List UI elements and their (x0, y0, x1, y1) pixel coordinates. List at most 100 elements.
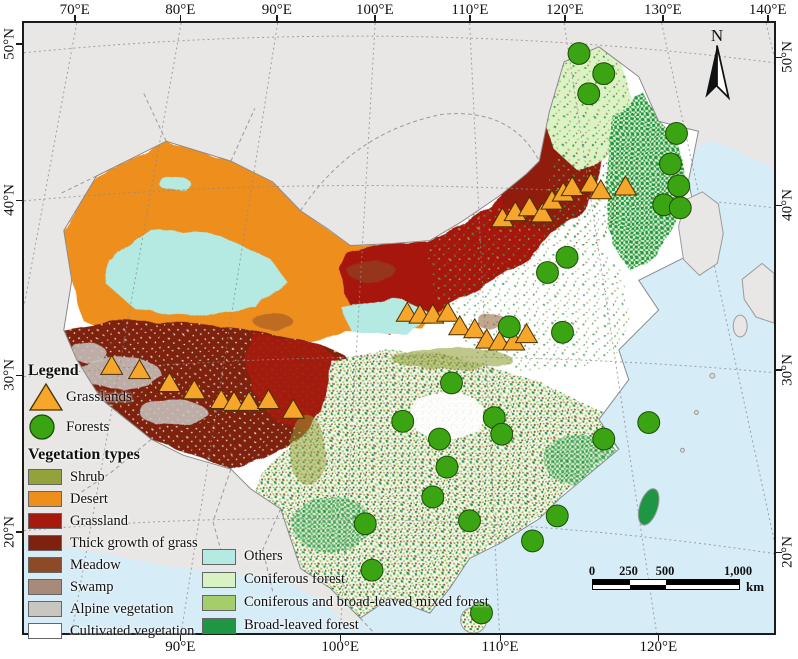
axis-label-right: 50°N (779, 41, 796, 74)
axis-tick (16, 43, 22, 45)
grassland-site-marker (157, 371, 182, 392)
forest-site-marker (668, 196, 692, 220)
vegetation-legend-label: Broad-leaved forest (244, 617, 359, 633)
circle-marker-icon (29, 414, 55, 440)
north-arrow: N (699, 26, 735, 102)
vegetation-legend-item: Coniferous and broad-leaved mixed forest (202, 591, 489, 614)
japan-island (741, 262, 774, 324)
scale-bar-segment (593, 580, 630, 585)
north-arrow-icon (705, 45, 731, 101)
basemap-svg (24, 23, 774, 633)
forest-site-marker (592, 427, 616, 451)
vegetation-legend-item: Others (202, 545, 489, 568)
axis-label-bottom: 90°E (165, 639, 196, 655)
vegetation-legend-item: Meadow (28, 554, 213, 576)
axis-tick (564, 15, 566, 21)
forest-legend-panel: Others Coniferous forest Coniferous and br… (202, 545, 489, 637)
vegetation-legend-item: Alpine vegetation (28, 598, 213, 620)
vegetation-legend-label: Desert (70, 490, 108, 507)
grassland-site-marker (281, 398, 306, 419)
vegetation-legend-item: Coniferous forest (202, 568, 489, 591)
vegetation-legend-label: Alpine vegetation (70, 600, 174, 617)
forest-site-marker (545, 504, 569, 528)
forest-site-marker (665, 121, 688, 145)
vegetation-color-swatch (202, 548, 236, 565)
scale-bar-segment (666, 580, 739, 585)
axis-label-right: 30°N (779, 353, 796, 386)
small-island (680, 447, 685, 453)
axis-tick (767, 15, 769, 21)
axis-tick (776, 204, 782, 207)
forest-site-marker (551, 320, 574, 344)
forest-site-marker (435, 455, 459, 479)
grassland-site-marker (588, 178, 613, 200)
axis-tick (776, 551, 782, 554)
taiwan-island (637, 488, 660, 526)
triangle-marker-icon (28, 382, 64, 411)
vegetation-color-swatch (28, 491, 62, 507)
north-arrow-label: N (710, 26, 724, 45)
forest-site-marker (497, 315, 521, 339)
scale-bar-segment (629, 584, 666, 589)
axis-label-bottom: 100°E (321, 639, 360, 655)
vegetation-legend-item: Grassland (28, 510, 213, 532)
scale-bar-tick-label: 250 (619, 564, 638, 578)
forest-site-marker (521, 529, 544, 553)
axis-tick (776, 369, 782, 371)
forest-site-marker (428, 427, 451, 451)
vegetation-types-title: Vegetation types (28, 446, 140, 463)
vegetation-legend-item: Broad-leaved forest (202, 614, 489, 637)
axis-label-right: 40°N (779, 189, 796, 222)
vegetation-legend-item: Swamp (28, 576, 213, 598)
small-island (709, 372, 716, 379)
scale-bar: 0 250 500 1,000 km (589, 564, 777, 594)
vegetation-legend-label: Meadow (70, 556, 121, 573)
vegetation-legend-label: Others (244, 548, 283, 564)
vegetation-legend-label: Swamp (70, 578, 114, 595)
grassland-site-marker (182, 378, 207, 400)
axis-tick (276, 15, 278, 21)
scale-bar-tick-label: 500 (655, 564, 675, 578)
kyushu-island (732, 314, 748, 338)
forest-site-marker (360, 558, 384, 582)
vegetation-legend-label: Coniferous forest (244, 571, 346, 587)
axis-label-top: 90°E (261, 2, 292, 18)
vegetation-color-swatch (202, 594, 236, 611)
grassland-site-marker (462, 317, 487, 339)
vegetation-legend-item: Thick growth of grass (28, 532, 213, 554)
axis-label-top: 120°E (546, 2, 584, 18)
grassland-site-marker (222, 390, 246, 411)
vegetation-color-swatch (28, 469, 62, 485)
legend-item-grasslands: Grasslands (28, 382, 213, 412)
vegetation-color-swatch (202, 571, 236, 588)
scale-bar-segment (593, 584, 630, 589)
forest-site-marker (440, 371, 463, 395)
axis-tick (16, 374, 22, 377)
vegetation-legend-label: Coniferous and broad-leaved mixed forest (244, 594, 489, 610)
forest-site-marker (391, 409, 415, 433)
vegetation-legend-col1: Shrub Desert Grassland Thick growth of gras… (28, 466, 213, 642)
vegetation-color-swatch (28, 513, 62, 529)
grassland-site-marker (613, 175, 638, 196)
axis-label-top: 100°E (356, 2, 394, 18)
axis-tick (499, 635, 502, 641)
scale-bar-unit: km (746, 579, 765, 594)
forest-site-marker (637, 411, 661, 434)
axis-tick (776, 56, 782, 59)
forest-site-marker (577, 82, 601, 106)
scale-bar-segment (629, 580, 666, 585)
forest-site-marker (667, 174, 691, 198)
forest-site-marker (470, 601, 493, 625)
vegetation-legend-label: Thick growth of grass (70, 534, 198, 551)
axis-label-bottom: 120°E (639, 639, 678, 655)
grassland-site-marker (517, 195, 542, 217)
axis-label-bottom: 110°E (481, 639, 519, 655)
axis-tick (74, 15, 76, 21)
forest-site-marker (490, 422, 514, 446)
axis-label-top: 80°E (165, 2, 196, 18)
axis-label-top: 70°E (59, 2, 90, 18)
legend-panel: Legend Grasslands Forests Vegetation type… (28, 362, 213, 642)
grassland-site-marker (530, 202, 555, 223)
vegetation-color-swatch (28, 535, 62, 551)
